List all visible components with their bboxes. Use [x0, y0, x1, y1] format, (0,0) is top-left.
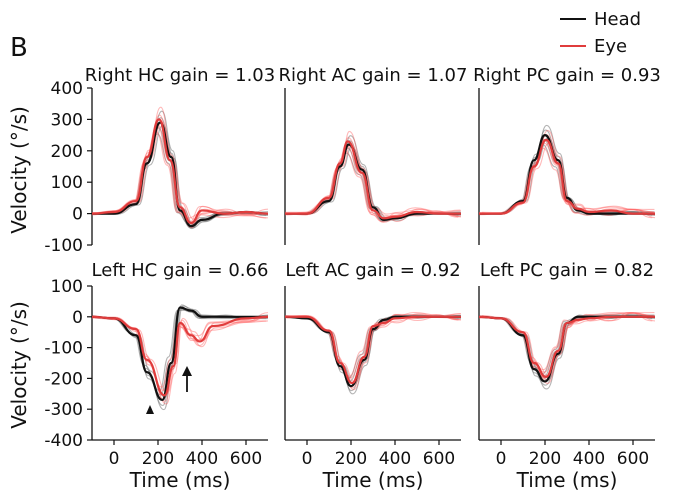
x-tick-label: 200: [335, 449, 367, 469]
y-axis-label-bottom: Velocity (°/s): [7, 301, 31, 429]
y-tick-label: -400: [44, 431, 83, 451]
legend: Head Eye: [560, 9, 641, 57]
panel-0: Right HC gain = 1.03 -100 0 100 200 300 400: [44, 65, 275, 256]
panel-title: Right PC gain = 0.93: [473, 65, 661, 86]
eye-mean-trace: [92, 315, 268, 397]
panel-title: Right HC gain = 1.03: [85, 65, 275, 86]
arrowhead-icon: [146, 405, 154, 414]
head-mean-trace: [92, 306, 268, 402]
eye-trial-trace: [285, 313, 461, 389]
head-trial-trace: [285, 314, 460, 382]
head-trial-trace: [479, 314, 655, 383]
eye-mean-trace: [92, 118, 268, 225]
eye-trial-trace: [92, 131, 266, 219]
x-tick-label: 600: [617, 449, 649, 469]
x-axis-label: Time (ms): [129, 468, 231, 492]
x-axis-label: Time (ms): [516, 468, 618, 492]
annotation-arrow: [182, 366, 192, 392]
annotation-arrowhead: [146, 405, 154, 414]
panel-title: Left HC gain = 0.66: [92, 260, 269, 281]
y-tick-label: 0: [72, 205, 83, 225]
y-tick-label: -100: [44, 236, 83, 256]
x-tick-label: 200: [529, 449, 561, 469]
y-tick-label: -300: [44, 400, 83, 420]
plot-area: [92, 106, 268, 230]
plot-area: [479, 311, 655, 390]
legend-label-eye: Eye: [594, 36, 627, 57]
x-tick-label: 600: [230, 449, 262, 469]
y-tick-label: 0: [72, 308, 83, 328]
eye-mean-trace: [479, 315, 655, 378]
y-tick-label: 100: [51, 277, 83, 297]
eye-mean-trace: [285, 140, 461, 220]
x-tick-label: 400: [379, 449, 411, 469]
plot-area: [285, 311, 461, 395]
y-tick-label: 200: [51, 142, 83, 162]
eye-trial-trace: [93, 315, 268, 405]
x-tick-label: 400: [186, 449, 218, 469]
eye-trial-trace: [285, 143, 460, 223]
y-tick-label: 400: [51, 79, 83, 99]
x-tick-label: 600: [423, 449, 455, 469]
panel-letter: B: [10, 33, 28, 63]
panel-1: Right AC gain = 1.07: [279, 65, 468, 245]
panels: Right HC gain = 1.03-1000100200300400Rig…: [44, 65, 660, 492]
x-tick-label: 200: [142, 449, 174, 469]
plot-area: [285, 130, 461, 223]
x-tick-label: 0: [302, 449, 313, 469]
x-tick-label: 0: [109, 449, 120, 469]
y-tick-label: -200: [44, 369, 83, 389]
plot-area: [479, 124, 655, 219]
panel-title: Right AC gain = 1.07: [279, 65, 468, 86]
x-axis-label: Time (ms): [322, 468, 424, 492]
eye-mean-trace: [285, 315, 461, 385]
y-tick-label: 300: [51, 110, 83, 130]
x-tick-label: 400: [573, 449, 605, 469]
eye-mean-trace: [479, 138, 655, 215]
y-tick-label: -100: [44, 339, 83, 359]
y-tick-label: 100: [51, 173, 83, 193]
eye-trial-trace: [286, 130, 461, 223]
plot-area: [92, 304, 268, 411]
eye-trial-trace: [287, 143, 461, 217]
eye-trial-trace: [479, 142, 654, 216]
panel-title: Left PC gain = 0.82: [480, 260, 654, 281]
eye-trial-trace: [94, 121, 268, 220]
panel-2: Right PC gain = 0.93: [473, 65, 661, 245]
panel-title: Left AC gain = 0.92: [285, 260, 460, 281]
eye-trial-trace: [285, 313, 461, 384]
arrow-icon: [182, 366, 192, 376]
legend-label-head: Head: [594, 9, 641, 30]
y-axis-label-top: Velocity (°/s): [7, 106, 31, 234]
x-tick-label: 0: [496, 449, 507, 469]
